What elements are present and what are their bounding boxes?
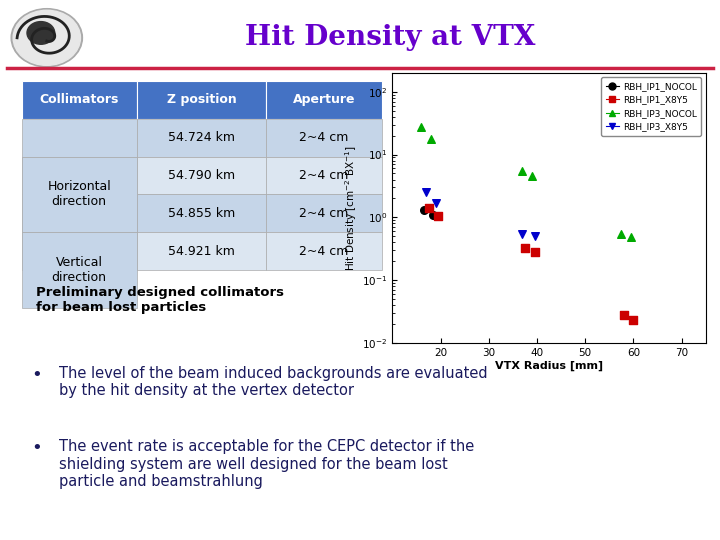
Text: Hit Density at VTX: Hit Density at VTX	[246, 24, 536, 51]
Text: 54.790 km: 54.790 km	[168, 169, 235, 182]
RBH_IP3_X8Y5	[430, 199, 441, 207]
Text: Z position: Z position	[167, 93, 236, 106]
Bar	[137, 232, 266, 270]
Bar	[137, 157, 266, 194]
Text: 2~4 cm: 2~4 cm	[300, 131, 348, 144]
Text: The level of the beam induced backgrounds are evaluated
by the hit density at th: The level of the beam induced background…	[59, 366, 488, 398]
RBH_IP3_X8Y5	[420, 188, 432, 197]
Text: Horizontal
direction: Horizontal direction	[48, 180, 111, 208]
Text: Collimators: Collimators	[40, 93, 119, 106]
Text: 54.724 km: 54.724 km	[168, 131, 235, 144]
Bar	[266, 157, 382, 194]
Text: •: •	[32, 439, 42, 457]
RBH_IP3_X8Y5	[517, 230, 528, 238]
Legend: RBH_IP1_NOCOL, RBH_IP1_X8Y5, RBH_IP3_NOCOL, RBH_IP3_X8Y5: RBH_IP1_NOCOL, RBH_IP1_X8Y5, RBH_IP3_NOC…	[601, 77, 701, 136]
Bar	[22, 232, 137, 270]
RBH_IP3_NOCOL	[625, 233, 636, 242]
RBH_IP1_X8Y5	[423, 204, 434, 213]
Text: 54.921 km: 54.921 km	[168, 245, 235, 258]
RBH_IP1_X8Y5	[519, 243, 531, 252]
Circle shape	[13, 10, 81, 65]
Circle shape	[12, 9, 82, 67]
Bar	[22, 232, 137, 308]
Y-axis label: Hit Density [cm$^{-2}$ BX$^{-1}$]: Hit Density [cm$^{-2}$ BX$^{-1}$]	[343, 145, 359, 271]
Bar	[22, 194, 137, 232]
Text: 54.855 km: 54.855 km	[168, 207, 235, 220]
Bar	[266, 81, 382, 119]
Text: 2~4 cm: 2~4 cm	[300, 169, 348, 182]
Text: Preliminary designed collimators
for beam lost particles: Preliminary designed collimators for bea…	[36, 286, 284, 314]
Text: The event rate is acceptable for the CEPC detector if the
shielding system are w: The event rate is acceptable for the CEP…	[59, 439, 474, 489]
Bar	[266, 194, 382, 232]
Text: Vertical
direction: Vertical direction	[52, 256, 107, 284]
Bar	[22, 119, 137, 157]
Circle shape	[27, 22, 55, 44]
RBH_IP1_X8Y5	[628, 316, 639, 325]
X-axis label: VTX Radius [mm]: VTX Radius [mm]	[495, 361, 603, 371]
RBH_IP3_NOCOL	[426, 134, 437, 143]
RBH_IP3_NOCOL	[616, 230, 627, 238]
Bar	[22, 157, 137, 232]
RBH_IP1_X8Y5	[528, 248, 540, 256]
Bar	[266, 232, 382, 270]
RBH_IP3_NOCOL	[526, 172, 538, 181]
RBH_IP1_X8Y5	[618, 310, 629, 319]
Text: Aperture: Aperture	[293, 93, 355, 106]
Bar	[22, 81, 137, 119]
Bar	[22, 157, 137, 194]
RBH_IP3_NOCOL	[415, 123, 427, 132]
RBH_IP3_X8Y5	[528, 232, 540, 240]
RBH_IP1_NOCOL	[428, 211, 439, 219]
Text: 2~4 cm: 2~4 cm	[300, 207, 348, 220]
Bar	[266, 119, 382, 157]
Bar	[137, 194, 266, 232]
Text: 2~4 cm: 2~4 cm	[300, 245, 348, 258]
Text: •: •	[32, 366, 42, 384]
Bar	[137, 81, 266, 119]
RBH_IP1_NOCOL	[418, 206, 429, 214]
RBH_IP1_X8Y5	[433, 212, 444, 220]
Bar	[137, 119, 266, 157]
RBH_IP3_NOCOL	[517, 166, 528, 175]
